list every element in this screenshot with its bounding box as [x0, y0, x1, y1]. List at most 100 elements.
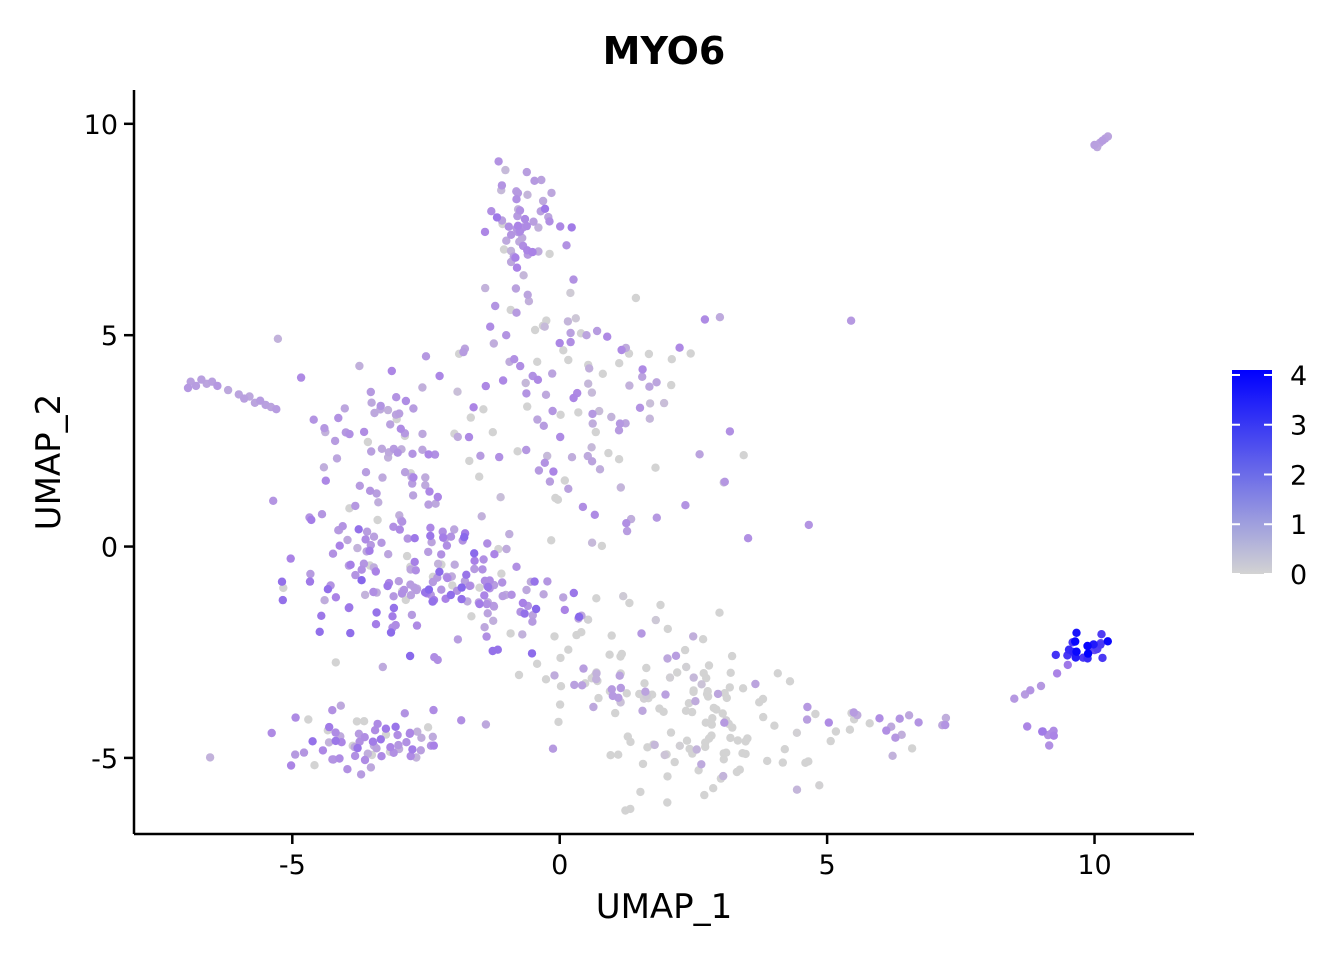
- cell-point: [685, 744, 694, 754]
- cell-point: [571, 314, 580, 323]
- cell-point: [826, 736, 835, 746]
- cell-point: [622, 689, 631, 698]
- cell-point: [651, 463, 660, 472]
- cell-point: [605, 650, 614, 659]
- cell-point: [811, 709, 820, 719]
- cell-point: [372, 608, 381, 617]
- cell-point: [792, 728, 802, 737]
- cell-point: [450, 525, 459, 534]
- cell-point: [556, 410, 565, 419]
- cell-point: [528, 611, 537, 620]
- cell-point: [513, 447, 522, 456]
- cell-point: [564, 355, 573, 365]
- cell-point: [538, 196, 548, 206]
- cell-point: [697, 680, 706, 689]
- cell-point: [426, 531, 435, 541]
- cell-point: [395, 525, 404, 534]
- cell-point: [470, 549, 479, 558]
- cell-point: [345, 603, 354, 612]
- cell-point: [802, 715, 812, 724]
- cell-point: [393, 448, 402, 457]
- cell-point: [691, 697, 700, 706]
- cell-point: [556, 432, 565, 442]
- cell-point: [383, 581, 392, 591]
- cell-point: [408, 491, 418, 500]
- y-tick-label: 0: [101, 533, 118, 564]
- cell-point: [528, 247, 537, 257]
- cell-point: [363, 749, 372, 758]
- cell-point: [405, 651, 415, 661]
- cell-point: [667, 355, 676, 364]
- cell-point: [366, 387, 375, 397]
- cell-point: [462, 570, 471, 579]
- cell-point: [361, 468, 371, 477]
- cell-point: [424, 500, 433, 509]
- cell-point: [583, 615, 593, 624]
- cell-point: [405, 729, 414, 738]
- cell-point: [587, 538, 597, 547]
- cell-point: [708, 714, 717, 723]
- cell-point: [369, 587, 378, 597]
- cell-point: [656, 600, 665, 610]
- cell-point: [356, 770, 366, 779]
- cell-point: [801, 758, 810, 767]
- cell-point: [763, 756, 772, 766]
- cell-point: [351, 501, 360, 511]
- cell-point: [550, 671, 559, 680]
- cell-point: [755, 698, 764, 707]
- cell-point: [424, 450, 433, 459]
- cell-point: [588, 409, 597, 419]
- cell-point: [489, 616, 498, 625]
- cell-point: [523, 190, 532, 199]
- cell-point: [523, 290, 532, 299]
- cell-point: [670, 757, 679, 767]
- cell-point: [353, 543, 362, 553]
- cell-point: [914, 718, 923, 727]
- cell-point: [355, 361, 364, 371]
- cell-point: [520, 214, 530, 224]
- cell-point: [465, 581, 474, 591]
- cell-point: [533, 375, 543, 384]
- cell-point: [738, 749, 747, 758]
- cell-point: [692, 745, 701, 754]
- cell-point: [631, 293, 641, 303]
- cell-point: [376, 401, 385, 411]
- cell-point: [363, 437, 373, 447]
- cell-point: [719, 771, 728, 781]
- cell-point: [543, 577, 552, 586]
- cell-point: [362, 527, 372, 536]
- cell-point: [401, 396, 411, 406]
- cell-point: [378, 473, 387, 482]
- cell-point: [511, 284, 521, 293]
- cell-point: [523, 402, 532, 411]
- legend-tick-label: 0: [1290, 560, 1307, 591]
- cell-point: [539, 590, 548, 599]
- cell-point: [726, 668, 735, 677]
- cell-point: [585, 364, 594, 373]
- cell-point: [1049, 731, 1059, 740]
- cell-point: [448, 581, 457, 590]
- cell-point: [595, 465, 605, 474]
- cell-point: [408, 745, 417, 754]
- cell-point: [453, 635, 463, 644]
- cell-point: [589, 702, 598, 712]
- cell-point: [330, 436, 340, 446]
- cell-point: [506, 230, 516, 239]
- cell-point: [374, 498, 383, 507]
- cell-point: [424, 547, 433, 557]
- cell-point: [335, 541, 344, 550]
- cell-point: [466, 413, 475, 422]
- cell-point: [888, 751, 897, 760]
- cell-point: [652, 378, 661, 387]
- cell-point: [626, 737, 635, 747]
- cell-point: [682, 736, 692, 745]
- cell-point: [595, 406, 604, 416]
- cell-point: [534, 466, 544, 475]
- cell-point: [367, 447, 376, 456]
- cell-point: [388, 612, 397, 621]
- cell-point: [457, 594, 466, 604]
- cell-point: [619, 592, 628, 601]
- cell-point: [483, 582, 493, 592]
- cell-point: [352, 717, 362, 726]
- cell-point: [412, 621, 422, 630]
